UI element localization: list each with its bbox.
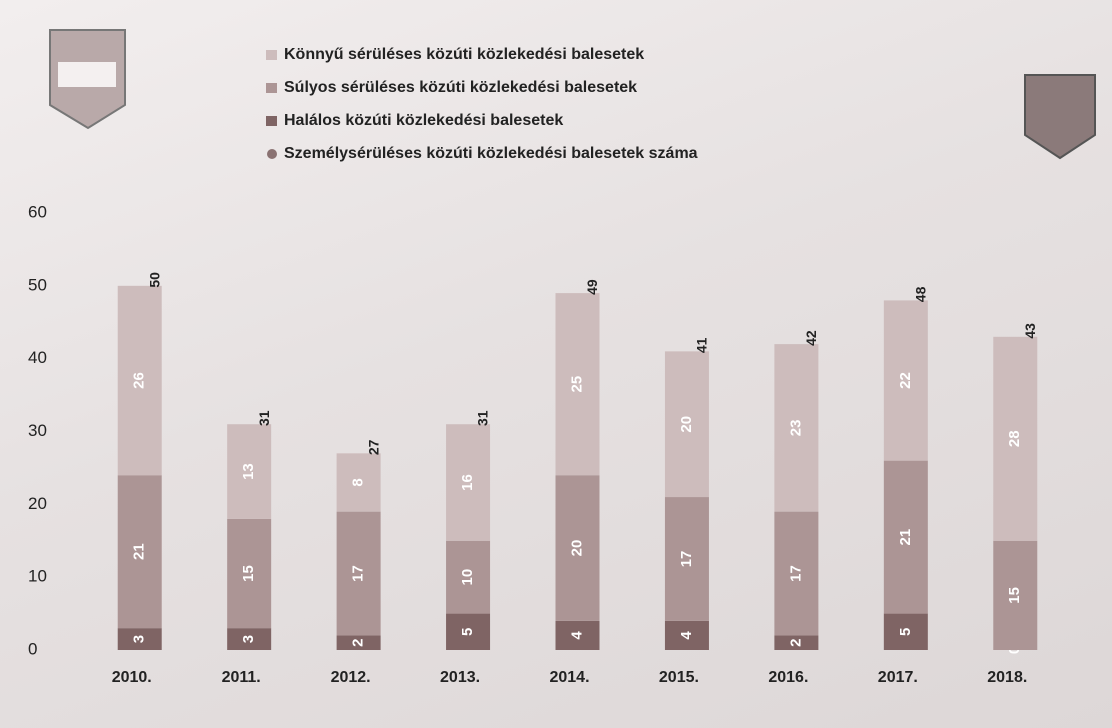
legend-swatch <box>266 116 277 126</box>
segment-label: 20 <box>678 416 695 433</box>
chart: 0 10 20 30 40 50 60 Könnyű sérüléses közúti köz… <box>0 0 1112 728</box>
y-tick-label: 10 <box>28 567 47 586</box>
legend-label: Súlyos sérüléses közúti közlekedési bale… <box>284 79 637 96</box>
x-tick-label: 2012. <box>331 669 371 686</box>
total-label: 43 <box>1022 323 1038 339</box>
y-tick-label: 0 <box>28 639 37 658</box>
legend-label: Könnyű sérüléses közúti közlekedési bale… <box>284 46 644 63</box>
total-label: 31 <box>475 410 491 426</box>
y-tick-label: 20 <box>28 494 47 513</box>
y-tick-label: 40 <box>28 348 47 367</box>
segment-label: 23 <box>787 420 804 437</box>
legend-label: Halálos közúti közlekedési balesetek <box>284 112 563 129</box>
segment-label: 26 <box>131 372 148 389</box>
segment-label: 4 <box>568 631 585 640</box>
segment-label: 20 <box>568 540 585 557</box>
total-label: 50 <box>146 272 162 288</box>
segment-label: 4 <box>678 631 695 640</box>
total-label: 42 <box>803 330 819 346</box>
segment-label: 17 <box>678 551 695 568</box>
segment-label: 17 <box>350 565 367 582</box>
segment-label: 13 <box>240 463 257 480</box>
y-tick-label: 60 <box>28 202 47 221</box>
logo-left <box>50 30 125 128</box>
legend-swatch <box>266 83 277 93</box>
x-tick-label: 2015. <box>659 669 699 686</box>
x-tick-label: 2011. <box>222 669 261 686</box>
legend-marker <box>267 149 277 159</box>
segment-label: 25 <box>568 376 585 393</box>
segment-label: 21 <box>131 543 148 560</box>
x-tick-label: 2013. <box>440 669 480 686</box>
logo-right <box>1025 75 1095 158</box>
legend-label: Személysérüléses közúti közlekedési bale… <box>284 145 698 162</box>
segment-label: 5 <box>897 628 914 636</box>
segment-label: 17 <box>787 565 804 582</box>
x-tick-label: 2018. <box>987 669 1027 686</box>
segment-label: 5 <box>459 628 476 636</box>
legend-swatch <box>266 50 277 60</box>
x-tick-label: 2010. <box>112 669 152 686</box>
x-tick-label: 2017. <box>878 669 918 686</box>
segment-label: 3 <box>131 635 148 643</box>
segment-label: 21 <box>897 529 914 546</box>
segment-label: 15 <box>240 565 257 582</box>
total-label: 48 <box>913 286 929 302</box>
total-label: 31 <box>256 410 272 426</box>
segment-label: 2 <box>787 639 804 647</box>
y-tick-label: 50 <box>28 275 47 294</box>
y-tick-label: 30 <box>28 421 47 440</box>
segment-label: 10 <box>459 569 476 586</box>
x-tick-label: 2014. <box>549 669 589 686</box>
total-label: 49 <box>584 279 600 295</box>
x-tick-label: 2016. <box>768 669 808 686</box>
total-label: 27 <box>365 439 381 455</box>
segment-label: 3 <box>240 635 257 643</box>
segment-label: 15 <box>1006 587 1023 604</box>
segment-label: 8 <box>350 478 367 486</box>
segment-label: 22 <box>897 372 914 389</box>
total-label: 41 <box>694 337 710 353</box>
segment-label: 28 <box>1006 430 1023 447</box>
segment-label: 2 <box>350 639 367 647</box>
segment-label: 16 <box>459 474 476 491</box>
